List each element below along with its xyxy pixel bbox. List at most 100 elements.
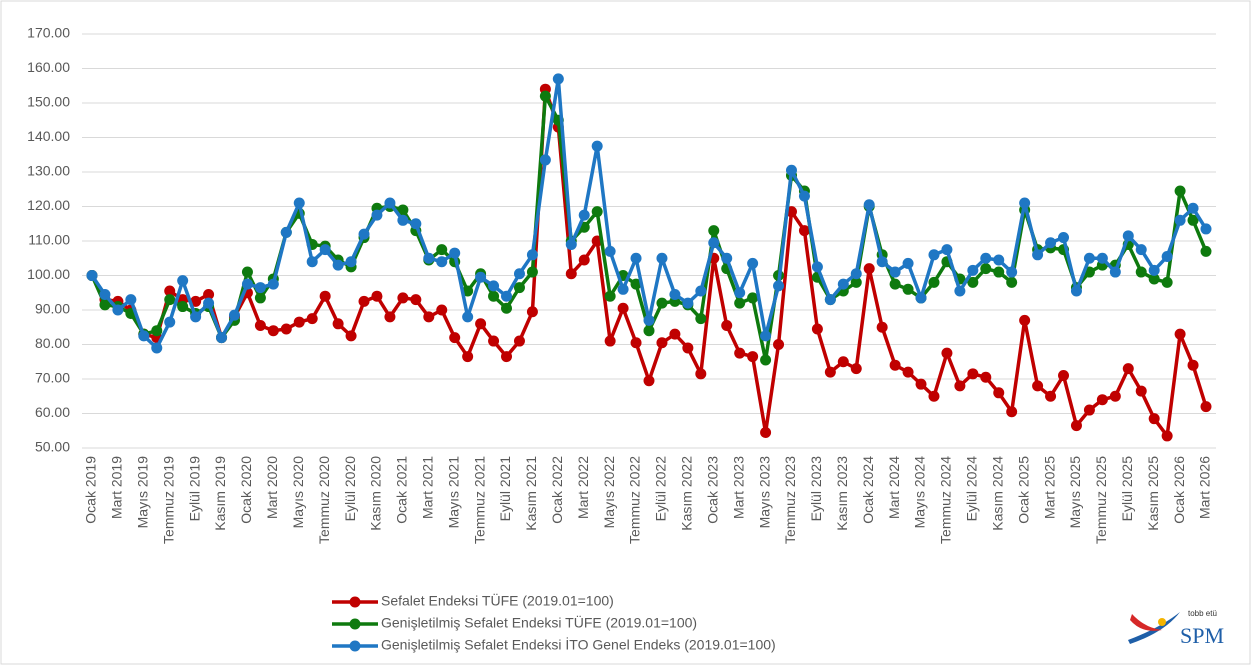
point: [565, 268, 577, 280]
legend-label: Sefalet Endeksi TÜFE (2019.01=100): [381, 592, 614, 609]
point: [980, 371, 992, 383]
point: [1109, 390, 1121, 402]
point: [630, 337, 642, 349]
point: [928, 249, 940, 261]
legend-marker: [349, 618, 361, 630]
point: [785, 164, 797, 176]
point: [967, 368, 979, 380]
y-tick-label: 70.00: [35, 370, 70, 386]
x-tick-label: Temmuz 2024: [938, 456, 954, 544]
x-tick-label: Temmuz 2022: [627, 456, 643, 544]
point: [526, 266, 538, 278]
point: [1187, 202, 1199, 214]
point: [1174, 328, 1186, 340]
x-tick-label: Ocak 2021: [394, 456, 410, 524]
point: [656, 297, 668, 309]
point: [151, 342, 163, 354]
point: [539, 90, 551, 102]
point: [86, 270, 98, 281]
point: [591, 206, 603, 218]
x-tick-label: Mayıs 2023: [756, 456, 772, 529]
point: [773, 280, 785, 292]
point: [1161, 276, 1173, 288]
logo-main: SPM: [1180, 623, 1224, 648]
point: [747, 351, 759, 363]
point: [177, 301, 189, 313]
point: [488, 335, 500, 347]
x-tick-label: Eylül 2019: [186, 456, 202, 522]
point: [371, 209, 383, 221]
x-tick-label: Temmuz 2020: [316, 456, 332, 544]
point: [915, 378, 927, 390]
point: [824, 366, 836, 378]
point: [436, 256, 448, 268]
x-tick-label: Kasım 2021: [523, 456, 539, 531]
point: [1058, 232, 1070, 244]
logo-dot: [1158, 618, 1166, 626]
point: [410, 294, 422, 306]
point: [112, 304, 124, 316]
point: [993, 266, 1005, 278]
point: [902, 366, 914, 378]
point: [164, 316, 176, 328]
x-tick-label: Kasım 2023: [834, 456, 850, 531]
point: [1070, 285, 1082, 297]
point: [1019, 197, 1031, 209]
point: [1174, 214, 1186, 226]
point: [138, 330, 150, 342]
point: [1174, 185, 1186, 197]
point: [1135, 266, 1147, 278]
y-tick-label: 60.00: [35, 404, 70, 420]
point: [604, 245, 616, 257]
x-tick-label: Kasım 2024: [989, 456, 1005, 531]
point: [889, 278, 901, 290]
x-tick-label: Mayıs 2021: [445, 456, 461, 529]
point: [384, 197, 396, 209]
point: [1122, 230, 1134, 242]
point: [228, 309, 240, 321]
point: [345, 256, 357, 268]
point: [190, 311, 202, 323]
point: [1019, 314, 1031, 326]
point: [319, 290, 331, 302]
point: [280, 323, 292, 335]
logo-swoosh: [1130, 614, 1162, 631]
point: [747, 292, 759, 304]
x-tick-label: Mayıs 2019: [135, 456, 151, 529]
point: [1083, 404, 1095, 416]
point: [760, 330, 772, 342]
x-tick-label: Eylül 2021: [497, 456, 513, 522]
point: [332, 318, 344, 330]
point: [306, 313, 318, 325]
point: [850, 268, 862, 280]
point: [1161, 251, 1173, 263]
x-tick-label: Kasım 2020: [368, 456, 384, 531]
point: [747, 257, 759, 269]
x-tick-label: Mart 2025: [1041, 456, 1057, 519]
point: [695, 313, 707, 325]
y-tick-label: 120.00: [27, 197, 70, 213]
point: [902, 283, 914, 295]
x-tick-label: Mart 2026: [1197, 456, 1213, 519]
x-tick-label: Temmuz 2023: [782, 456, 798, 544]
x-tick-label: Mart 2023: [730, 456, 746, 519]
point: [1200, 223, 1212, 235]
point: [630, 252, 642, 264]
legend-marker: [349, 640, 361, 652]
point: [682, 297, 694, 309]
point: [462, 311, 474, 323]
point: [837, 278, 849, 290]
point: [1187, 359, 1199, 371]
x-tick-label: Kasım 2025: [1145, 456, 1161, 531]
point: [358, 295, 370, 307]
point: [993, 254, 1005, 266]
point: [617, 302, 629, 314]
y-tick-label: 160.00: [27, 59, 70, 75]
point: [876, 256, 888, 268]
point: [604, 335, 616, 347]
point: [1109, 266, 1121, 278]
point: [267, 278, 279, 290]
point: [591, 140, 603, 152]
point: [1083, 252, 1095, 264]
